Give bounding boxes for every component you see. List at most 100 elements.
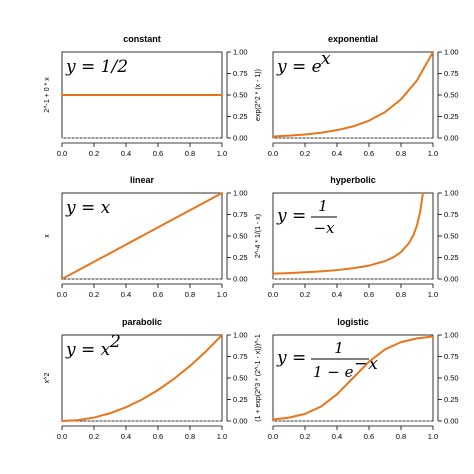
y-axis-label: (1 + exp(2^3 * (2^-1 - x)))^-1 [255, 334, 262, 422]
equation-label: y = 1 1 − e −x [276, 339, 378, 381]
y-tick-label: 0.00 [233, 275, 248, 284]
svg-text:y = x: y = x [65, 198, 111, 218]
x-tick-label: 0.0 [268, 432, 278, 441]
y-tick-label: 0.00 [233, 134, 248, 143]
y-tick-label: 0.25 [233, 112, 248, 121]
y-tick-label: 0.75 [444, 352, 459, 361]
x-tick-label: 0.4 [121, 290, 131, 299]
panel-hyperbolic: hyperbolic 2^-4 * 1/(1 - x) y = 1 −x 0.0… [255, 175, 459, 299]
panel-title: constant [123, 34, 161, 44]
panel-parabolic: parabolic x^2 y = x 2 0.0 0.2 0.4 0.6 0.8 1.0… [44, 317, 248, 441]
y-tick-label: 1.00 [444, 331, 459, 340]
svg-text:y = 1/2: y = 1/2 [65, 57, 128, 77]
equation-label: y = x 2 [65, 332, 121, 360]
x-tick-label: 0.8 [185, 149, 195, 158]
panel-title: linear [130, 175, 155, 185]
x-tick-label: 0.8 [185, 290, 195, 299]
x-tick-label: 0.6 [153, 432, 163, 441]
y-tick-label: 0.50 [444, 374, 459, 383]
x-tick-label: 0.8 [396, 432, 406, 441]
y-tick-label: 0.00 [444, 417, 459, 426]
y-axis-label: exp(2^2 * (x - 1)) [255, 69, 262, 121]
equation-label: y = x [65, 198, 111, 218]
y-tick-label: 0.25 [444, 253, 459, 262]
x-tick-label: 0.0 [57, 432, 67, 441]
x-tick-label: 0.6 [364, 432, 374, 441]
x-tick-label: 1.0 [428, 290, 438, 299]
svg-text:y =: y = [276, 206, 306, 226]
panel-logistic: logistic (1 + exp(2^3 * (2^-1 - x)))^-1 … [255, 317, 459, 441]
x-tick-label: 0.4 [332, 432, 342, 441]
x-tick-label: 1.0 [428, 149, 438, 158]
svg-text:x: x [321, 49, 331, 69]
equation-label: y = 1 −x [276, 197, 337, 237]
series-line [272, 51, 434, 138]
x-tick-label: 0.2 [89, 149, 99, 158]
x-tick-label: 0.8 [396, 290, 406, 299]
x-tick-label: 0.4 [332, 149, 342, 158]
svg-text:2: 2 [109, 332, 121, 352]
y-tick-label: 1.00 [444, 189, 459, 198]
y-tick-label: 0.00 [233, 417, 248, 426]
x-tick-label: 1.0 [428, 432, 438, 441]
series-line [61, 192, 223, 280]
x-tick-label: 0.4 [332, 290, 342, 299]
svg-text:y = x: y = x [65, 340, 111, 360]
x-tick-label: 0.0 [57, 149, 67, 158]
x-tick-label: 0.4 [121, 149, 131, 158]
panel-exponential: exponential exp(2^2 * (x - 1)) y = e x 0… [255, 34, 459, 158]
panel-linear: linear x y = x 0.0 0.2 0.4 0.6 0.8 1.0 0.00 0.2… [44, 175, 248, 299]
y-axis-label: 2^-4 * 1/(1 - x) [255, 214, 262, 258]
x-tick-label: 0.4 [121, 432, 131, 441]
x-tick-label: 0.2 [300, 432, 310, 441]
x-tick-label: 0.6 [364, 290, 374, 299]
x-tick-label: 0.2 [300, 290, 310, 299]
y-tick-label: 0.00 [444, 275, 459, 284]
x-tick-label: 0.6 [364, 149, 374, 158]
y-axis-label: 2^-1 + 0 * x [44, 77, 51, 113]
series-line [272, 192, 424, 275]
panel-title: parabolic [122, 317, 162, 327]
y-tick-label: 0.25 [444, 112, 459, 121]
y-axis-label: x [44, 234, 51, 238]
y-tick-label: 0.50 [233, 232, 248, 241]
svg-text:1 − e: 1 − e [313, 363, 354, 381]
svg-text:1: 1 [318, 197, 328, 215]
y-axis-label: x^2 [44, 373, 51, 384]
y-tick-label: 0.50 [444, 91, 459, 100]
svg-text:1: 1 [334, 339, 344, 357]
y-tick-label: 1.00 [233, 48, 248, 57]
y-tick-label: 0.50 [444, 232, 459, 241]
y-tick-label: 0.75 [233, 210, 248, 219]
y-tick-label: 0.25 [233, 395, 248, 404]
x-tick-label: 1.0 [217, 290, 227, 299]
y-tick-label: 1.00 [233, 189, 248, 198]
y-tick-label: 0.25 [233, 253, 248, 262]
x-tick-label: 1.0 [217, 432, 227, 441]
x-tick-label: 0.0 [57, 290, 67, 299]
panel-title: logistic [337, 317, 369, 327]
x-tick-label: 0.2 [89, 290, 99, 299]
series-line [61, 334, 223, 422]
y-tick-label: 1.00 [233, 331, 248, 340]
series-line [272, 335, 434, 421]
svg-text:y =: y = [276, 348, 306, 368]
x-tick-label: 0.6 [153, 149, 163, 158]
svg-text:−x: −x [313, 219, 335, 237]
y-tick-label: 0.75 [444, 210, 459, 219]
y-tick-label: 0.00 [444, 134, 459, 143]
x-tick-label: 0.2 [89, 432, 99, 441]
panel-title: hyperbolic [330, 175, 376, 185]
svg-text:y = e: y = e [276, 57, 322, 77]
y-tick-label: 0.75 [444, 69, 459, 78]
x-tick-label: 0.0 [268, 149, 278, 158]
y-tick-label: 0.25 [444, 395, 459, 404]
y-tick-label: 0.75 [233, 352, 248, 361]
panel-constant: constant 2^-1 + 0 * x y = 1/2 0.0 0.2 0.4 0… [44, 34, 248, 158]
x-tick-label: 0.8 [185, 432, 195, 441]
y-tick-label: 1.00 [444, 48, 459, 57]
x-tick-label: 1.0 [217, 149, 227, 158]
x-tick-label: 0.2 [300, 149, 310, 158]
equation-label: y = e x [276, 49, 331, 77]
x-tick-label: 0.0 [268, 290, 278, 299]
